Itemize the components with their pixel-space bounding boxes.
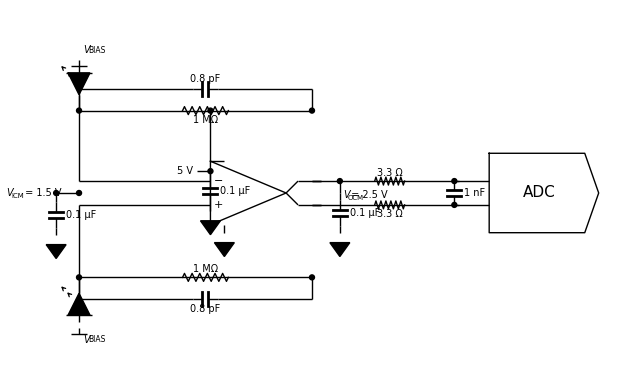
Text: OCM: OCM: [348, 195, 364, 201]
Polygon shape: [201, 221, 220, 235]
Text: 0.8 pF: 0.8 pF: [190, 304, 221, 314]
Text: 1 nF: 1 nF: [465, 188, 486, 198]
Text: BIAS: BIAS: [88, 336, 106, 344]
Circle shape: [337, 178, 342, 183]
Text: ICM: ICM: [11, 193, 24, 199]
Circle shape: [54, 190, 59, 195]
Circle shape: [208, 169, 213, 173]
Text: = 2.5 V: = 2.5 V: [348, 190, 387, 200]
Text: ADC: ADC: [523, 185, 555, 200]
Text: −: −: [213, 176, 223, 186]
Text: V: V: [83, 45, 89, 55]
Polygon shape: [330, 242, 350, 257]
Circle shape: [77, 190, 81, 195]
Circle shape: [310, 108, 315, 113]
Polygon shape: [68, 73, 90, 95]
Text: 0.1 μF: 0.1 μF: [350, 208, 380, 218]
Text: = 1.5 V: = 1.5 V: [22, 188, 62, 198]
Text: 5 V: 5 V: [176, 166, 193, 176]
Text: 3.3 Ω: 3.3 Ω: [377, 209, 402, 219]
Text: V: V: [83, 335, 89, 345]
Text: 0.8 pF: 0.8 pF: [190, 74, 221, 84]
Text: BIAS: BIAS: [88, 46, 106, 54]
Text: 1 MΩ: 1 MΩ: [193, 264, 218, 275]
Text: V: V: [343, 190, 349, 200]
Circle shape: [452, 178, 457, 183]
Circle shape: [77, 275, 81, 280]
Text: 0.1 μF: 0.1 μF: [220, 186, 251, 196]
Text: 0.1 μF: 0.1 μF: [66, 210, 96, 220]
Text: V: V: [6, 188, 13, 198]
Text: 3.3 Ω: 3.3 Ω: [377, 168, 402, 178]
Polygon shape: [68, 293, 90, 315]
Text: 1 MΩ: 1 MΩ: [193, 115, 218, 124]
Polygon shape: [215, 242, 234, 257]
Circle shape: [452, 203, 457, 207]
Circle shape: [208, 108, 213, 113]
Text: +: +: [213, 200, 223, 210]
Circle shape: [310, 275, 315, 280]
Circle shape: [77, 108, 81, 113]
Polygon shape: [46, 245, 66, 259]
